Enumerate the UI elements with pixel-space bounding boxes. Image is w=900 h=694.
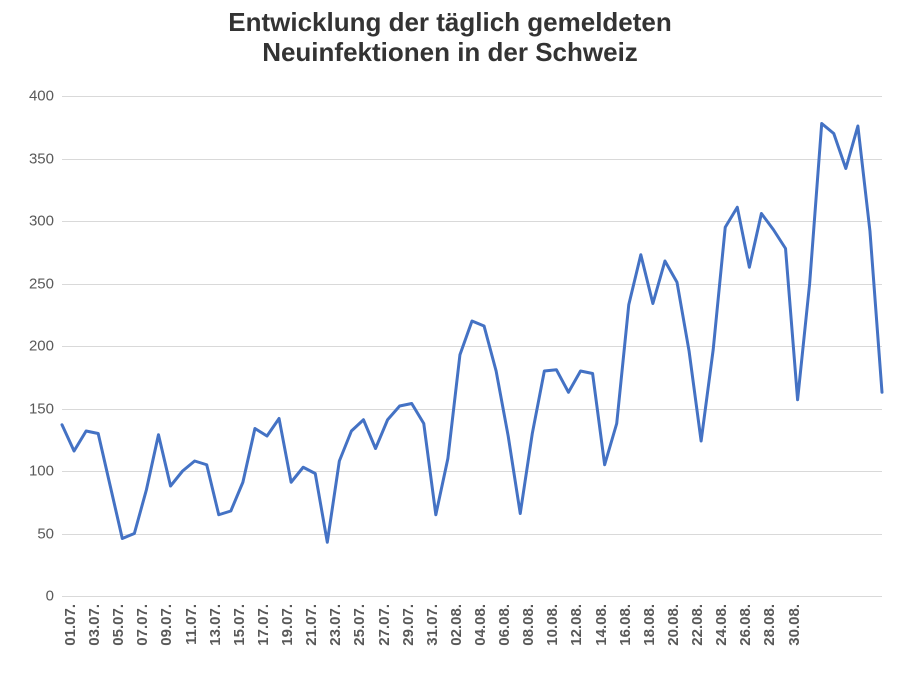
y-axis-label: 350 [29,150,62,167]
line-series [62,96,882,596]
y-axis-label: 0 [46,588,62,605]
y-axis-label: 400 [29,88,62,105]
gridline [62,596,882,597]
y-axis-label: 100 [29,463,62,480]
y-axis-label: 250 [29,275,62,292]
chart-container: Entwicklung der täglich gemeldeten Neuin… [0,0,900,694]
y-axis-label: 200 [29,338,62,355]
plot-area: 05010015020025030035040001.07.03.07.05.0… [62,96,882,596]
chart-title: Entwicklung der täglich gemeldeten Neuin… [0,8,900,68]
y-axis-label: 300 [29,213,62,230]
y-axis-label: 50 [37,525,62,542]
y-axis-label: 150 [29,400,62,417]
